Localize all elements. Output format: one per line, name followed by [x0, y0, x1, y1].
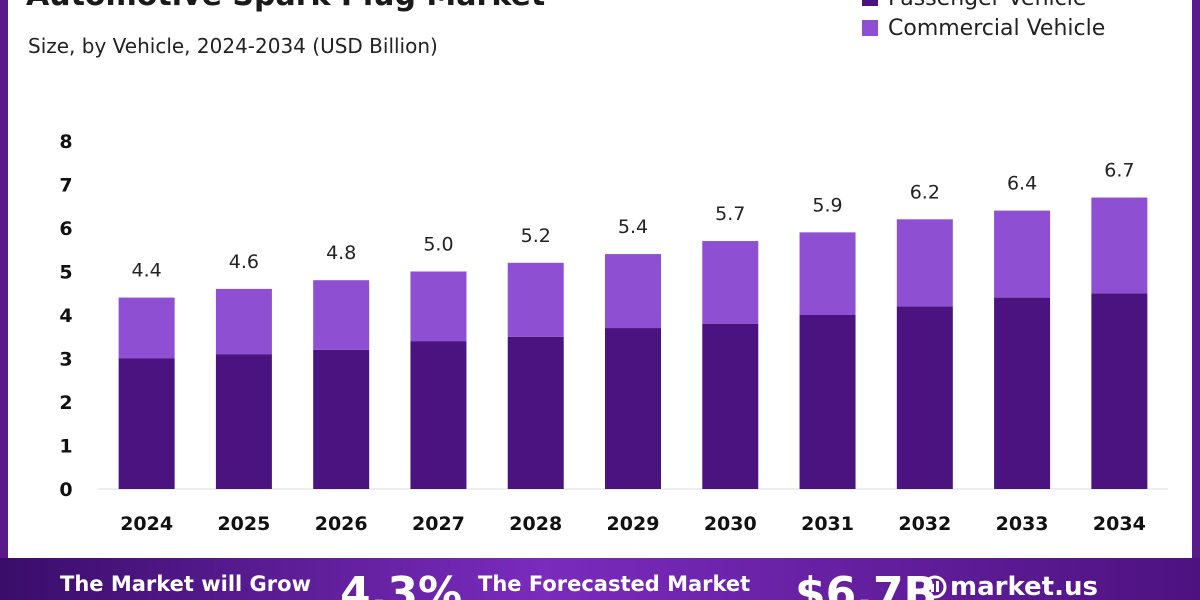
legend-swatch-commercial: [862, 20, 878, 36]
y-tick-label: 6: [59, 218, 72, 240]
bar-segment-commercial: [702, 241, 759, 324]
bar-segment-passenger: [507, 336, 564, 489]
bar-total-label: 5.0: [423, 234, 453, 256]
bar-total-label: 6.7: [1104, 160, 1134, 182]
bar-total-label: 5.2: [521, 225, 551, 247]
x-tick-label: 2034: [1093, 513, 1146, 535]
bar-segment-passenger: [410, 341, 467, 489]
x-tick-label: 2031: [801, 513, 854, 535]
bar-total-label: 5.4: [618, 216, 648, 238]
bar-segment-passenger: [994, 297, 1051, 489]
bar-total-label: 5.7: [715, 203, 745, 225]
y-tick-label: 2: [59, 392, 72, 414]
y-tick-label: 5: [59, 262, 72, 284]
x-tick-label: 2024: [120, 513, 173, 535]
banner-cagr: 4.3%: [340, 568, 463, 600]
bar-segment-passenger: [605, 328, 661, 489]
banner-forecast-value: $6.7B: [795, 568, 938, 600]
bar-segment-passenger: [1091, 293, 1148, 489]
y-tick-label: 7: [59, 175, 72, 197]
legend-item-commercial: Commercial Vehicle: [862, 14, 1105, 42]
bar-total-label: 4.8: [326, 242, 356, 264]
y-tick-label: 4: [59, 305, 72, 327]
x-tick-label: 2026: [315, 513, 368, 535]
bar-segment-commercial: [799, 232, 856, 315]
y-tick-label: 1: [59, 436, 72, 458]
footer-banner: The Market will Grow 4.3% The Forecasted…: [0, 558, 1200, 600]
bar-total-label: 6.2: [910, 181, 940, 203]
bar-segment-passenger: [702, 323, 759, 489]
chart-subtitle: Size, by Vehicle, 2024-2034 (USD Billion…: [28, 34, 438, 58]
legend-item-passenger: Passenger Vehicle: [862, 0, 1105, 12]
bar-segment-commercial: [1091, 197, 1148, 294]
bar-segment-commercial: [507, 262, 564, 337]
y-tick-label: 0: [59, 479, 72, 501]
right-frame-border: [1192, 0, 1200, 600]
x-tick-label: 2030: [704, 513, 757, 535]
bar-segment-passenger: [215, 354, 272, 489]
bar-segment-commercial: [994, 210, 1051, 298]
bar-segment-commercial: [313, 280, 370, 350]
bar-segment-passenger: [799, 315, 856, 489]
banner-grow-text: The Market will Grow: [60, 572, 311, 596]
left-frame-border: [0, 0, 8, 600]
chart-title: Automotive Spark Plug Market: [26, 0, 545, 13]
x-tick-label: 2028: [509, 513, 562, 535]
x-tick-label: 2027: [412, 513, 465, 535]
y-tick-label: 8: [59, 131, 72, 153]
bar-segment-commercial: [215, 288, 272, 355]
legend: Passenger Vehicle Commercial Vehicle: [862, 0, 1105, 44]
x-tick-label: 2032: [898, 513, 951, 535]
legend-swatch-passenger: [862, 0, 878, 6]
market-us-logo-icon: [923, 575, 947, 599]
legend-label-commercial: Commercial Vehicle: [888, 15, 1106, 41]
bar-total-label: 5.9: [812, 194, 842, 216]
banner-brand: market.us: [950, 572, 1098, 600]
bar-segment-commercial: [118, 297, 175, 359]
x-tick-label: 2033: [996, 513, 1049, 535]
bar-total-label: 4.6: [229, 251, 259, 273]
x-tick-label: 2029: [607, 513, 660, 535]
bar-segment-passenger: [118, 358, 175, 489]
stacked-bar-chart: 0 1 2 3 4 5 6 7 8 4.4 2024 4.6 2025 4.8 2026 5.0 2027 5.2…: [59, 131, 1168, 535]
bar-segment-passenger: [313, 349, 370, 489]
bar-total-label: 6.4: [1007, 173, 1037, 195]
x-tick-label: 2025: [217, 513, 270, 535]
legend-label-passenger: Passenger Vehicle: [888, 0, 1086, 11]
bar-segment-passenger: [896, 306, 953, 489]
bar-segment-commercial: [896, 219, 953, 307]
bar-segment-commercial: [410, 271, 467, 342]
y-tick-label: 3: [59, 349, 72, 371]
banner-forecast-text: The Forecasted Market: [478, 572, 751, 596]
bar-total-label: 4.4: [132, 260, 162, 282]
bar-segment-commercial: [605, 254, 661, 329]
